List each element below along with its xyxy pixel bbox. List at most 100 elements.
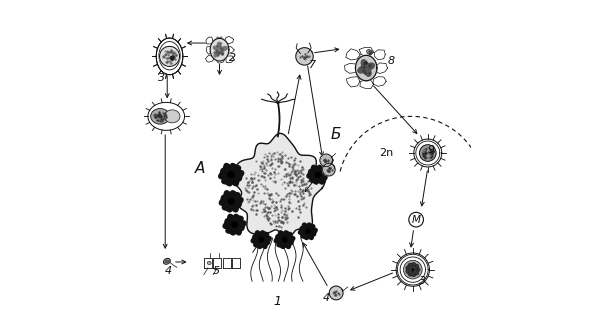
Polygon shape	[285, 235, 295, 245]
Polygon shape	[251, 235, 261, 245]
Text: 9: 9	[428, 145, 435, 155]
Polygon shape	[261, 235, 271, 245]
Polygon shape	[308, 227, 317, 236]
Polygon shape	[310, 174, 320, 184]
Circle shape	[409, 212, 423, 227]
Polygon shape	[301, 223, 310, 232]
Polygon shape	[283, 231, 292, 241]
Polygon shape	[356, 55, 377, 81]
Polygon shape	[228, 173, 241, 186]
Polygon shape	[414, 139, 442, 167]
Polygon shape	[204, 258, 212, 268]
Circle shape	[411, 272, 416, 277]
Polygon shape	[306, 230, 315, 240]
Polygon shape	[228, 191, 240, 203]
Polygon shape	[222, 164, 234, 176]
Polygon shape	[259, 239, 269, 248]
Polygon shape	[213, 42, 227, 57]
Polygon shape	[226, 56, 234, 62]
Polygon shape	[359, 47, 373, 56]
Circle shape	[258, 237, 264, 243]
Text: 1: 1	[274, 295, 282, 308]
Text: 2n: 2n	[379, 148, 393, 158]
Polygon shape	[306, 223, 315, 232]
Polygon shape	[345, 64, 357, 73]
Polygon shape	[356, 55, 377, 81]
Circle shape	[406, 269, 410, 274]
Polygon shape	[232, 133, 325, 237]
Text: 6: 6	[319, 176, 326, 186]
Polygon shape	[231, 223, 243, 235]
Circle shape	[408, 263, 413, 268]
Polygon shape	[219, 196, 231, 207]
Polygon shape	[232, 258, 240, 268]
Circle shape	[410, 267, 415, 272]
Polygon shape	[301, 230, 310, 240]
Polygon shape	[254, 231, 264, 241]
Text: 3: 3	[158, 73, 165, 83]
Polygon shape	[400, 257, 426, 282]
Polygon shape	[223, 219, 234, 230]
Polygon shape	[274, 235, 284, 245]
Circle shape	[228, 198, 235, 205]
Ellipse shape	[163, 258, 171, 264]
Polygon shape	[358, 60, 375, 76]
Polygon shape	[416, 141, 440, 165]
Polygon shape	[213, 258, 221, 268]
Polygon shape	[307, 169, 317, 180]
Polygon shape	[375, 63, 387, 74]
Circle shape	[414, 264, 419, 269]
Polygon shape	[277, 231, 287, 241]
Polygon shape	[231, 196, 243, 207]
Polygon shape	[231, 168, 244, 181]
Text: 7: 7	[309, 60, 317, 70]
Polygon shape	[298, 227, 308, 236]
Circle shape	[231, 221, 238, 228]
Text: 5: 5	[213, 266, 220, 276]
Polygon shape	[226, 214, 238, 226]
Polygon shape	[228, 164, 241, 176]
Text: 4: 4	[164, 266, 172, 276]
Polygon shape	[329, 286, 343, 300]
Text: 8: 8	[387, 56, 395, 67]
Circle shape	[158, 114, 162, 118]
Polygon shape	[215, 37, 223, 44]
Polygon shape	[219, 168, 231, 181]
Polygon shape	[360, 80, 374, 89]
Circle shape	[420, 145, 436, 161]
Ellipse shape	[164, 110, 180, 123]
Text: 2: 2	[230, 53, 236, 63]
Ellipse shape	[150, 109, 170, 124]
Polygon shape	[226, 223, 238, 235]
Circle shape	[414, 270, 419, 275]
Polygon shape	[225, 36, 233, 44]
Polygon shape	[160, 46, 180, 67]
Ellipse shape	[207, 261, 211, 265]
Ellipse shape	[159, 42, 180, 70]
Polygon shape	[228, 200, 240, 212]
Circle shape	[281, 237, 287, 243]
Polygon shape	[216, 55, 225, 63]
Polygon shape	[396, 253, 429, 286]
Circle shape	[411, 262, 416, 267]
Polygon shape	[231, 214, 243, 226]
Ellipse shape	[367, 50, 372, 54]
Polygon shape	[323, 163, 335, 176]
Circle shape	[415, 267, 420, 272]
Polygon shape	[319, 169, 329, 180]
Polygon shape	[148, 102, 185, 130]
Polygon shape	[222, 173, 234, 186]
Polygon shape	[283, 239, 292, 248]
Polygon shape	[254, 239, 264, 248]
Polygon shape	[206, 55, 214, 62]
Circle shape	[315, 171, 321, 178]
Polygon shape	[234, 219, 246, 230]
Polygon shape	[206, 47, 214, 54]
Circle shape	[170, 56, 175, 60]
Polygon shape	[320, 154, 333, 167]
Circle shape	[227, 171, 235, 178]
Polygon shape	[259, 231, 269, 241]
Polygon shape	[358, 60, 375, 76]
Polygon shape	[206, 37, 213, 44]
Polygon shape	[210, 38, 229, 61]
